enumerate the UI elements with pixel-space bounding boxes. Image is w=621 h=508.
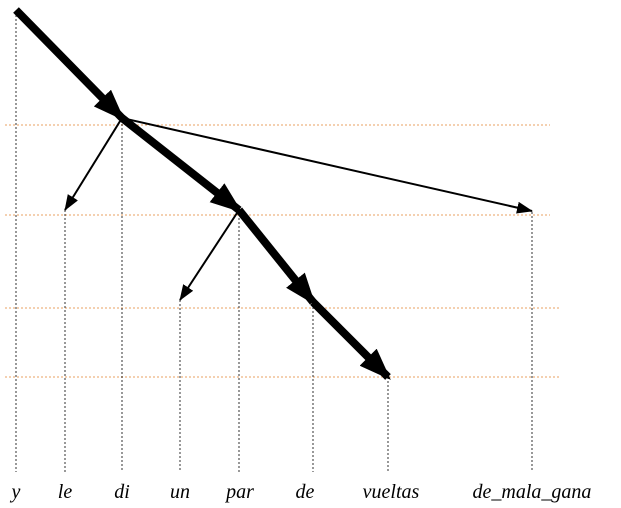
arrow: [310, 299, 391, 380]
arrow: [13, 7, 125, 121]
word: y: [10, 481, 21, 503]
arrow: [64, 117, 123, 211]
arrow: [179, 209, 240, 301]
word: vueltas: [363, 481, 420, 503]
word: un: [170, 481, 190, 503]
projection-lines: [15, 15, 533, 472]
word: di: [114, 481, 130, 503]
arrow: [235, 207, 317, 306]
arrow: [121, 117, 533, 214]
words: y le di un par de vueltas de_mala_gana: [10, 481, 592, 503]
arrow: [119, 114, 243, 214]
word: de_mala_gana: [473, 481, 592, 503]
level-lines: [5, 124, 560, 378]
word: par: [224, 481, 254, 503]
word: de: [296, 481, 315, 503]
arrows: [13, 7, 533, 380]
word: le: [58, 481, 73, 503]
